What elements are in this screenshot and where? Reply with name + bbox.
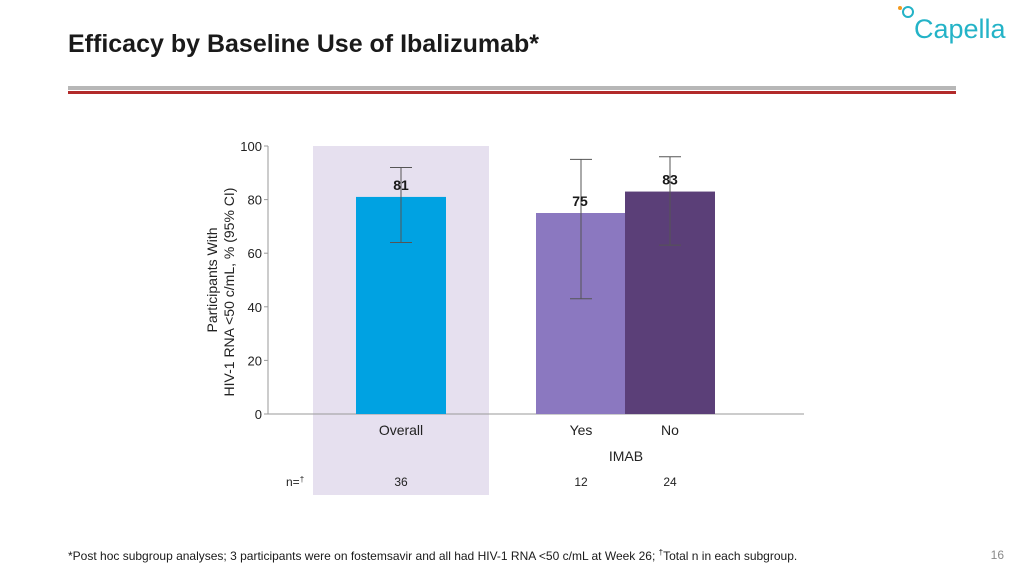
category-label-yes: Yes	[570, 422, 593, 438]
footnote: *Post hoc subgroup analyses; 3 participa…	[68, 548, 797, 563]
n-value-yes: 12	[574, 475, 588, 489]
n-value-no: 24	[663, 475, 677, 489]
n-value-overall: 36	[394, 475, 408, 489]
y-tick-label: 40	[248, 300, 262, 315]
footnote-end: Total n in each subgroup.	[663, 549, 798, 563]
n-prefix: n=	[286, 475, 300, 489]
logo-text: Capella	[914, 14, 1007, 44]
n-label: n=†	[286, 475, 304, 490]
category-label-no: No	[661, 422, 679, 438]
logo-drop-icon	[902, 6, 914, 18]
y-tick-label: 80	[248, 193, 262, 208]
n-dagger: †	[300, 475, 304, 484]
slide-title: Efficacy by Baseline Use of Ibalizumab*	[68, 30, 539, 58]
category-label-overall: Overall	[379, 422, 423, 438]
y-tick-label: 0	[255, 407, 262, 422]
y-axis-label-line2: HIV-1 RNA <50 c/mL, % (95% CI)	[221, 188, 237, 397]
y-tick-label: 60	[248, 246, 262, 261]
value-label-yes: 75	[572, 193, 588, 209]
title-rule-red	[68, 91, 956, 94]
bars: 81 Overall 36 75 Yes 12 83 No 24	[356, 156, 715, 489]
page-number: 16	[990, 548, 1004, 562]
value-label-no: 83	[662, 172, 678, 188]
footnote-main: *Post hoc subgroup analyses; 3 participa…	[68, 549, 659, 563]
logo-dot-icon	[898, 6, 902, 10]
group-label-imab: IMAB	[609, 448, 643, 464]
y-axis-label-line1: Participants With	[204, 227, 220, 332]
y-axis-ticks: 0 20 40 60 80 100	[240, 139, 268, 422]
y-tick-label: 20	[248, 353, 262, 368]
capella-logo: Capella	[898, 6, 1007, 44]
title-rule-gray	[68, 86, 956, 90]
value-label-overall: 81	[393, 177, 409, 193]
y-tick-label: 100	[240, 139, 262, 154]
footnote-dagger: †	[658, 548, 664, 557]
